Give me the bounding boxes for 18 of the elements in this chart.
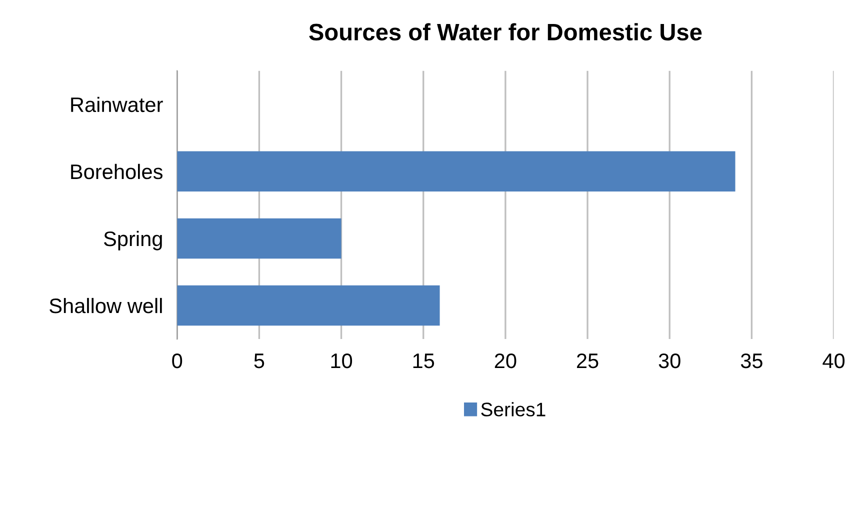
- y-tick-label: Shallow well: [50, 298, 162, 314]
- x-tick-label: 40: [822, 353, 845, 368]
- bar: [177, 218, 342, 259]
- legend-label: Series1: [481, 402, 546, 416]
- x-tick-label: 15: [413, 354, 434, 368]
- bar: [177, 285, 440, 326]
- x-tick-label: 10: [331, 353, 352, 368]
- x-tick-label: 35: [740, 353, 762, 368]
- chart-title: Sources of Water for Domestic Use: [309, 23, 702, 41]
- y-tick-label: Spring: [104, 230, 162, 250]
- bar: [177, 151, 736, 192]
- y-tick-label: Rainwater: [71, 96, 163, 112]
- x-tick-label: 20: [494, 353, 516, 368]
- y-tick-label: Boreholes: [71, 164, 162, 180]
- x-tick-label: 30: [658, 353, 680, 368]
- x-tick-label: 25: [576, 353, 598, 368]
- x-tick-label: 5: [254, 354, 264, 368]
- x-tick-label: 0: [172, 353, 182, 368]
